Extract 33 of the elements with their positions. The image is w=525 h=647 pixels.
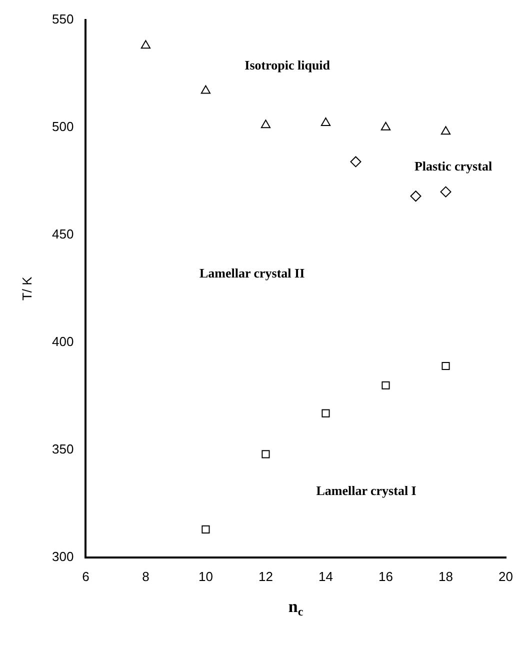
point — [382, 381, 390, 390]
y-tick-label: 350 — [52, 441, 74, 456]
point — [200, 85, 211, 94]
point — [260, 120, 271, 128]
y-tick-label: 450 — [52, 226, 74, 242]
point — [440, 126, 451, 135]
y-tick-label: 500 — [52, 118, 74, 134]
x-tick-label: 12 — [258, 568, 273, 584]
x-tick-label: 18 — [438, 568, 453, 584]
x-tick-label: 8 — [142, 568, 150, 584]
annotation: Isotropic liquid — [244, 57, 331, 72]
x-tick-label: 20 — [498, 568, 514, 584]
x-tick-label: 16 — [378, 568, 393, 584]
annotation: Lamellar crystal II — [199, 265, 305, 280]
point — [140, 40, 151, 49]
y-tick-label: 550 — [52, 11, 74, 26]
point — [442, 362, 450, 370]
annotation: Lamellar crystal I — [316, 483, 416, 498]
point — [380, 122, 391, 130]
annotation: Plastic crystal — [414, 158, 492, 174]
point — [202, 525, 210, 534]
x-tick-label: 14 — [318, 568, 333, 584]
point — [440, 186, 452, 198]
x-tick-label: 10 — [198, 568, 213, 584]
x-tick-label: 6 — [82, 568, 90, 584]
point — [410, 190, 422, 202]
point — [320, 118, 331, 126]
point — [322, 409, 330, 418]
point — [262, 450, 270, 458]
point — [350, 156, 362, 168]
y-tick-label: 400 — [52, 334, 74, 349]
y-tick-label: 300 — [52, 548, 74, 564]
y-axis-title: T/ K — [19, 276, 34, 301]
